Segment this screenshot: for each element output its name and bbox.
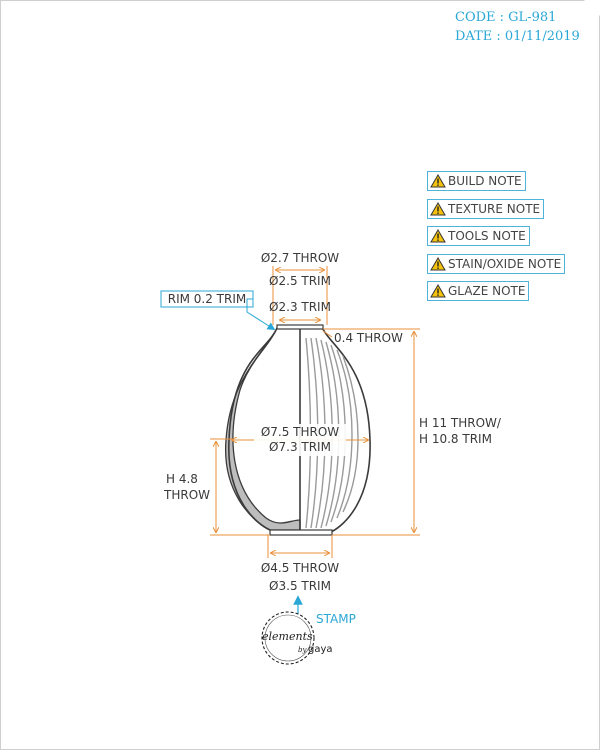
- tools-note-button[interactable]: TOOLS NOTE: [427, 226, 530, 246]
- height-throw-text: H 11 THROW/: [419, 416, 502, 430]
- build-note-label: BUILD NOTE: [448, 174, 522, 188]
- warning-icon: [430, 284, 446, 298]
- build-note-button[interactable]: BUILD NOTE: [427, 171, 526, 191]
- base-throw-text: Ø4.5 THROW: [261, 561, 339, 575]
- wall-leader: [322, 330, 333, 338]
- warning-icon: [430, 174, 446, 188]
- warning-icon: [430, 256, 446, 270]
- rim-callout-text: RIM 0.2 TRIM: [168, 292, 247, 306]
- texture-note-button[interactable]: TEXTURE NOTE: [427, 198, 545, 219]
- body-throw-text: Ø7.5 THROW: [261, 425, 339, 439]
- tools-note-label: TOOLS NOTE: [448, 229, 526, 243]
- title-block: CODE : GL-981 DATE : 01/11/2019: [455, 8, 580, 46]
- stain-oxide-note-label: STAIN/OXIDE NOTE: [448, 256, 562, 271]
- base-trim-text: Ø3.5 TRIM: [269, 579, 331, 593]
- elements-logo: elements by gaya: [261, 611, 333, 665]
- warning-icon: [430, 229, 446, 243]
- logo-main-text: elements: [262, 630, 313, 643]
- rim-throw-text: Ø2.7 THROW: [261, 251, 339, 265]
- rim-dimension: [272, 266, 328, 325]
- lower-height-text-2: THROW: [163, 488, 210, 502]
- folded-corner: [584, 0, 600, 16]
- neck-trim-text: Ø2.3 TRIM: [269, 300, 331, 314]
- texture-note-label: TEXTURE NOTE: [448, 201, 541, 216]
- logo-sub-text: gaya: [308, 644, 333, 655]
- wall-throw-text: 0.4 THROW: [334, 331, 403, 345]
- height-trim-text: H 10.8 TRIM: [419, 432, 492, 446]
- lower-height-dimension: [210, 438, 270, 536]
- body-trim-text: Ø7.3 TRIM: [269, 440, 331, 454]
- warning-icon: [430, 201, 446, 215]
- vase-outline-left: [228, 327, 278, 531]
- date-label: DATE : 01/11/2019: [455, 29, 580, 44]
- rim-trim-text: Ø2.5 TRIM: [269, 274, 331, 288]
- base-dimension: [267, 535, 333, 558]
- vase-rim: [276, 324, 324, 330]
- notes-panel: BUILD NOTE TEXTURE NOTE TOOLS NOTE STAIN…: [427, 171, 566, 309]
- vase-foot: [269, 529, 333, 536]
- body-label-bg: [254, 424, 346, 456]
- glaze-note-button[interactable]: GLAZE NOTE: [427, 281, 530, 301]
- lower-height-text-1: H 4.8: [166, 472, 198, 486]
- stain-oxide-note-button[interactable]: STAIN/OXIDE NOTE: [427, 253, 566, 274]
- rim-callout-leader: [246, 298, 276, 331]
- logo-by-text: by: [298, 646, 307, 654]
- vase-outline-right: [322, 328, 371, 533]
- glaze-note-label: GLAZE NOTE: [448, 284, 526, 298]
- stamp-label: STAMP: [316, 612, 356, 626]
- code-label: CODE : GL-981: [455, 10, 557, 25]
- height-dimension: [323, 328, 420, 536]
